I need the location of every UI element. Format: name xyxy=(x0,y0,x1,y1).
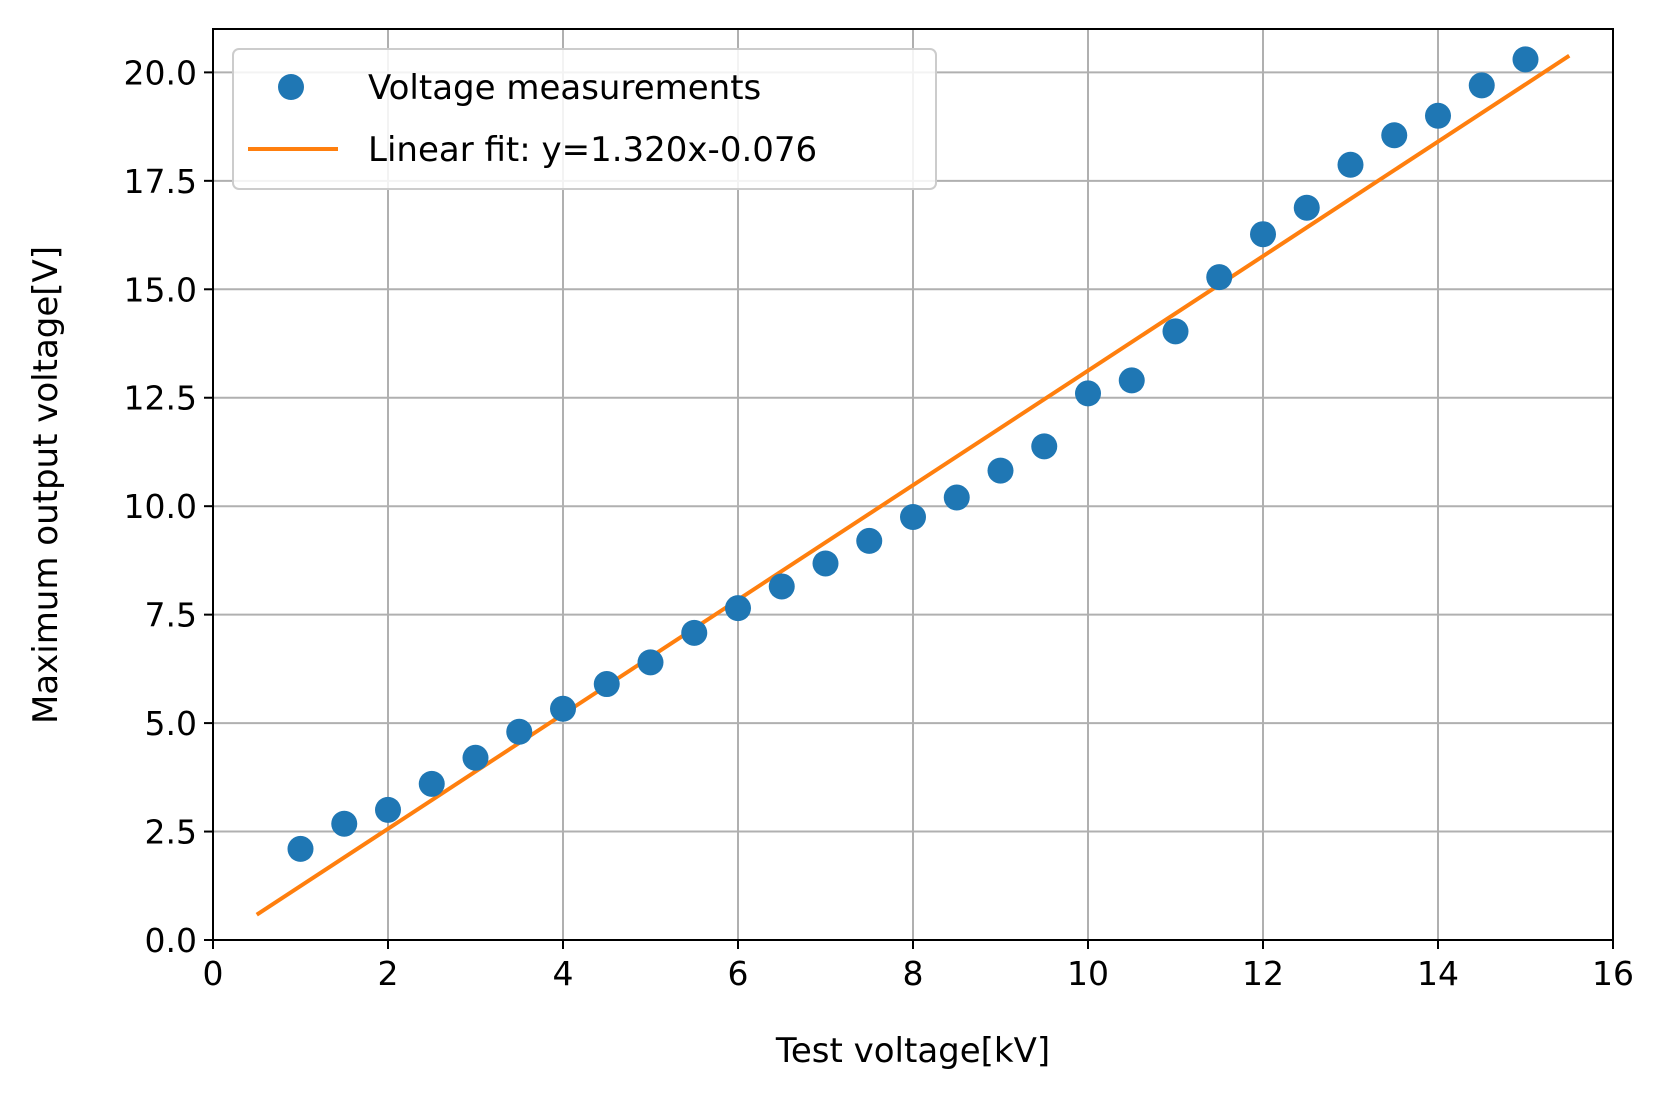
data-point xyxy=(593,671,620,698)
data-point xyxy=(812,550,839,577)
data-point xyxy=(1512,46,1539,73)
x-tick-label: 12 xyxy=(1242,954,1284,993)
legend-box xyxy=(232,48,937,190)
y-tick-label: 5.0 xyxy=(145,704,197,743)
y-tick-label: 0.0 xyxy=(145,921,197,960)
x-tick-label: 8 xyxy=(903,954,924,993)
data-point xyxy=(506,718,533,745)
data-point xyxy=(550,695,576,722)
data-point xyxy=(1075,380,1101,407)
data-point xyxy=(856,527,883,554)
legend: Voltage measurements Linear fit: y=1.320… xyxy=(232,48,937,190)
y-tick-label: 17.5 xyxy=(124,162,197,201)
data-point xyxy=(725,595,751,622)
legend-marker-measurements xyxy=(278,74,304,100)
x-tick-label: 14 xyxy=(1417,954,1459,993)
data-point xyxy=(1206,264,1233,291)
data-point xyxy=(331,810,358,837)
data-point xyxy=(1337,151,1364,178)
x-tick-label: 10 xyxy=(1067,954,1109,993)
y-tick-label: 15.0 xyxy=(124,270,197,309)
y-axis-ticks: 0.0 2.5 5.0 7.5 10.0 12.5 15.0 17.5 20.0 xyxy=(124,53,213,960)
data-point xyxy=(418,770,445,797)
data-point xyxy=(462,744,489,771)
data-point xyxy=(375,796,401,823)
y-tick-label: 2.5 xyxy=(145,813,197,852)
points-layer xyxy=(287,46,1539,862)
x-axis-label: Test voltage[kV] xyxy=(775,1031,1050,1071)
x-tick-label: 0 xyxy=(203,954,224,993)
data-point xyxy=(943,484,970,511)
y-tick-label: 7.5 xyxy=(145,596,197,635)
x-tick-label: 2 xyxy=(378,954,399,993)
data-point xyxy=(1250,221,1276,248)
data-point xyxy=(987,457,1014,484)
data-point xyxy=(1031,433,1058,460)
fit-line xyxy=(255,54,1571,917)
data-point xyxy=(1425,102,1451,129)
y-tick-label: 10.0 xyxy=(124,487,197,526)
x-tick-label: 16 xyxy=(1592,954,1634,993)
data-point xyxy=(1118,367,1145,394)
legend-label-measurements: Voltage measurements xyxy=(368,68,761,108)
x-tick-label: 4 xyxy=(553,954,574,993)
fit-line-layer xyxy=(255,54,1571,917)
data-point xyxy=(681,619,708,646)
x-axis-ticks: 0 2 4 6 8 10 12 14 16 xyxy=(203,940,1634,993)
data-point xyxy=(1468,72,1495,99)
data-point xyxy=(1381,122,1408,149)
data-point xyxy=(287,835,314,862)
data-point xyxy=(900,504,926,531)
data-point xyxy=(1293,194,1320,221)
data-point xyxy=(768,573,795,600)
y-tick-label: 20.0 xyxy=(124,53,197,92)
y-axis-label: Maximum output voltage[V] xyxy=(26,246,66,724)
y-tick-label: 12.5 xyxy=(124,379,197,418)
legend-label-fit: Linear fit: y=1.320x-0.076 xyxy=(368,130,817,170)
x-tick-label: 6 xyxy=(728,954,749,993)
data-point xyxy=(637,649,664,676)
data-point xyxy=(1162,318,1189,345)
